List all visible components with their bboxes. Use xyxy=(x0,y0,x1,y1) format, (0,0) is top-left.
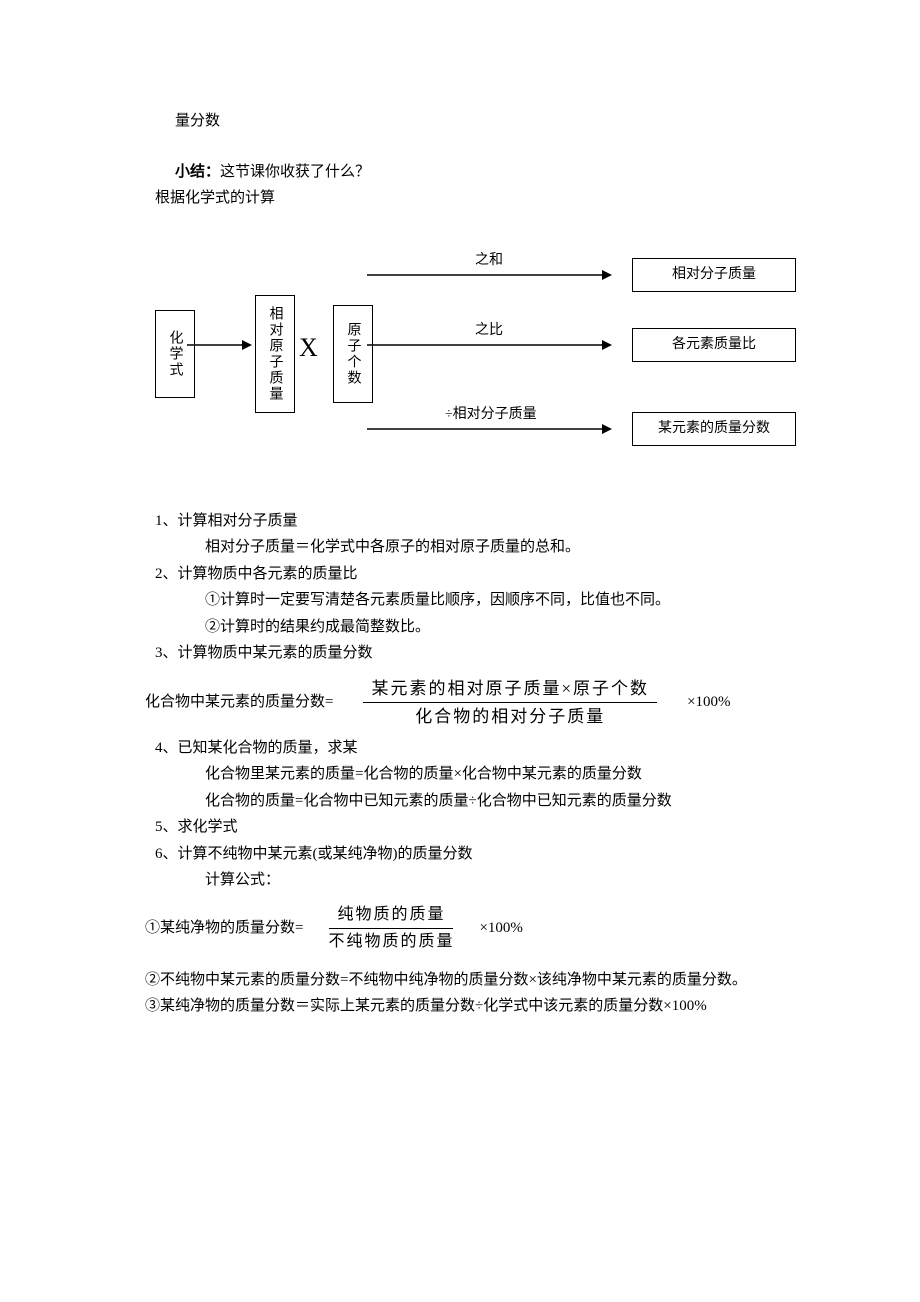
arrow-icon xyxy=(367,338,612,352)
formula-1-pct: ×100% xyxy=(687,691,730,714)
fraction: 纯物质的质量 不纯物质的质量 xyxy=(311,902,471,955)
bottom-line-2: ③某纯净物的质量分数＝实际上某元素的质量分数÷化学式中该元素的质量分数×100% xyxy=(145,995,765,1018)
formula-2-pct: ×100% xyxy=(479,917,522,940)
fraction-num: 纯物质的质量 xyxy=(329,902,453,929)
summary-label: 小结： xyxy=(175,164,220,180)
bottom-line-1: ②不纯物中某元素的质量分数=不纯物中纯净物的质量分数×该纯净物中某元素的质量分数… xyxy=(145,969,765,992)
multiply-symbol: X xyxy=(299,328,318,367)
section-2-heading: 2、计算物质中各元素的质量比 xyxy=(155,563,765,586)
formula-2-lhs: ①某纯净物的质量分数= xyxy=(145,917,303,940)
formula-2: ①某纯净物的质量分数= 纯物质的质量 不纯物质的质量 ×100% xyxy=(145,902,765,955)
section-4-heading: 4、已知某化合物的质量，求某 xyxy=(155,737,765,760)
node-atom-count: 原子个数 xyxy=(333,305,373,403)
section-6-heading: 6、计算不纯物中某元素(或某纯净物)的质量分数 xyxy=(155,843,765,866)
section-2-line-2: ②计算时的结果约成最简整数比。 xyxy=(205,616,765,639)
formula-1-lhs: 化合物中某元素的质量分数= xyxy=(145,691,333,714)
summary-text: 这节课你收获了什么？ xyxy=(220,164,370,180)
summary-line: 小结：这节课你收获了什么？ xyxy=(175,161,765,184)
fraction-den: 不纯物质的质量 xyxy=(320,929,462,955)
section-3-heading: 3、计算物质中某元素的质量分数 xyxy=(155,642,765,665)
section-1-line: 相对分子质量＝化学式中各原子的相对原子质量的总和。 xyxy=(205,536,765,559)
section-5-heading: 5、求化学式 xyxy=(155,816,765,839)
arrow-icon xyxy=(367,268,612,282)
fraction-num: 某元素的相对原子质量×原子个数 xyxy=(363,675,657,704)
section-4-line-1: 化合物里某元素的质量=化合物的质量×化合物中某元素的质量分数 xyxy=(205,763,765,786)
section-1-heading: 1、计算相对分子质量 xyxy=(155,510,765,533)
flowchart: 化学式 相对原子质量 X 原子个数 之和 相 xyxy=(155,250,765,460)
result-mass-ratio: 各元素质量比 xyxy=(632,328,796,362)
top-fragment: 量分数 xyxy=(175,110,765,133)
result-molecular-mass: 相对分子质量 xyxy=(632,258,796,292)
arrow-icon xyxy=(187,338,252,352)
subtitle: 根据化学式的计算 xyxy=(155,187,765,210)
fraction: 某元素的相对原子质量×原子个数 化合物的相对分子质量 xyxy=(363,675,657,731)
result-mass-fraction: 某元素的质量分数 xyxy=(632,412,796,446)
fraction-den: 化合物的相对分子质量 xyxy=(407,703,613,731)
section-2-line-1: ①计算时一定要写清楚各元素质量比顺序，因顺序不同，比值也不同。 xyxy=(205,589,765,612)
formula-1: 化合物中某元素的质量分数= 某元素的相对原子质量×原子个数 化合物的相对分子质量… xyxy=(145,675,765,731)
arrow-icon xyxy=(367,422,612,436)
node-formula: 化学式 xyxy=(155,310,195,398)
section-6-line: 计算公式： xyxy=(205,869,765,892)
section-4-line-2: 化合物的质量=化合物中已知元素的质量÷化合物中已知元素的质量分数 xyxy=(205,790,765,813)
node-atomic-mass: 相对原子质量 xyxy=(255,295,295,413)
